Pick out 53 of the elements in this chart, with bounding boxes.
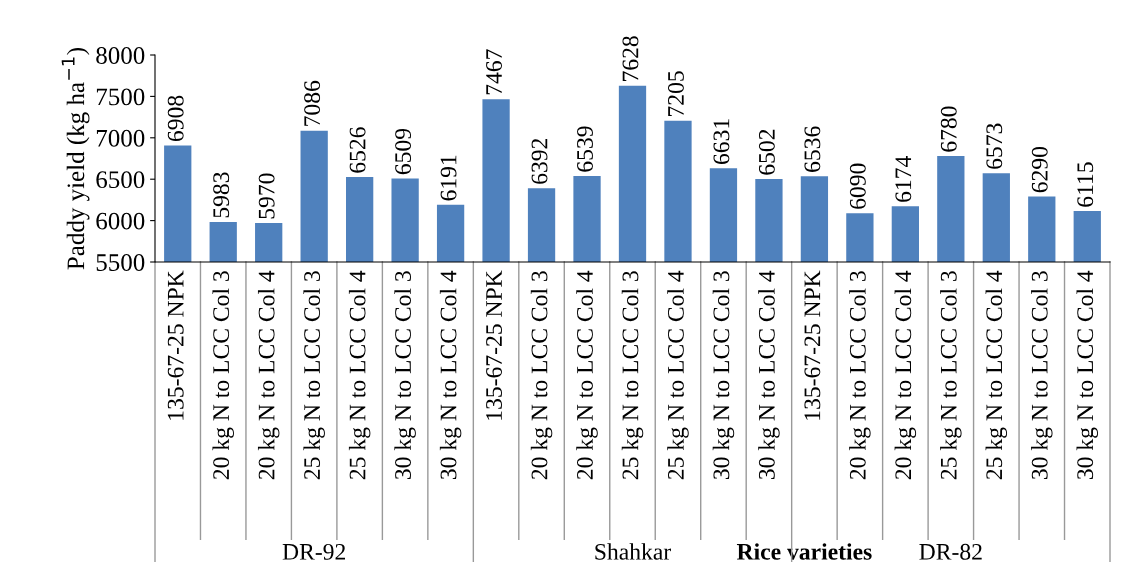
- x-tick-label: 20 kg N to LCC Col 3: [530, 271, 553, 480]
- data-label: 6780: [940, 106, 957, 152]
- data-label: 6573: [986, 123, 1003, 169]
- data-label: 6502: [758, 129, 775, 175]
- x-tick-label: 20 kg N to LCC Col 3: [849, 271, 871, 480]
- data-label: 5983: [213, 172, 230, 218]
- data-label: 6115: [1077, 162, 1094, 207]
- text: DR-82: [919, 543, 982, 560]
- x-tick-label: 30 kg N to LCC Col 4: [439, 270, 462, 480]
- data-label: 6090: [849, 163, 866, 209]
- y-tick-label: 6500: [96, 171, 145, 189]
- data-label: 6392: [531, 138, 548, 184]
- data-label: 7628: [622, 36, 639, 81]
- data-label: 5970: [258, 173, 275, 219]
- data-label: 6908: [167, 95, 184, 142]
- y-tick-label: 8000: [96, 47, 145, 64]
- x-tick-label: 25 kg N to LCC Col 3: [303, 271, 325, 480]
- x-tick-label: 30 kg N to LCC Col 3: [712, 271, 735, 480]
- data-label: 6509: [395, 128, 412, 175]
- x-tick-label: 20 kg N to LCC Col 4: [894, 270, 917, 480]
- y-tick-label: 7500: [96, 88, 145, 106]
- x-tick-label: 135-67-25 NPK: [804, 270, 821, 420]
- data-label: 6290: [1031, 146, 1048, 193]
- data-label: 7205: [667, 71, 684, 116]
- x-tick-label: 25 kg N to LCC Col 3: [940, 271, 962, 480]
- y-tick-label: 5500: [96, 254, 145, 271]
- x-tick-label: 25 kg N to LCC Col 4: [348, 270, 371, 480]
- data-label: 6631: [713, 119, 730, 165]
- x-tick-label: 30 kg N to LCC Col 4: [758, 270, 780, 480]
- data-label: 6526: [349, 127, 366, 173]
- x-tick-label: 30 kg N to LCC Col 4: [1076, 270, 1098, 480]
- y-tick-label: 7000: [96, 129, 145, 147]
- data-label: 6174: [895, 156, 912, 202]
- x-tick-label: 30 kg N to LCC Col 3: [394, 271, 416, 480]
- x-tick-label: 25 kg N to LCC Col 4: [667, 270, 689, 480]
- data-label: 6191: [440, 155, 457, 201]
- data-label: 7086: [304, 80, 321, 126]
- text: DR-92: [282, 543, 345, 560]
- x-tick-label: 25 kg N to LCC Col 4: [985, 270, 1008, 480]
- x-tick-label: 25 kg N to LCC Col 3: [621, 271, 644, 480]
- x-tick-label: 30 kg N to LCC Col 3: [1031, 271, 1053, 480]
- x-axis-title: Rice varieties: [736, 543, 872, 560]
- x-tick-label: 135-67-25 NPK: [167, 270, 184, 420]
- data-label: 6539: [577, 126, 593, 172]
- x-tick-label: 135-67-25 NPK: [486, 270, 502, 420]
- x-tick-label: 20 kg N to LCC Col 4: [576, 270, 598, 480]
- y-axis-title: Paddy yield (kg ha$^{−1}$): [61, 48, 90, 270]
- x-tick-label: 20 kg N to LCC Col 4: [257, 270, 280, 480]
- data-label: 6536: [804, 126, 821, 172]
- text: Shahkar: [595, 543, 671, 560]
- data-label: 7467: [486, 49, 502, 95]
- x-tick-label: 20 kg N to LCC Col 3: [212, 271, 234, 480]
- y-tick-label: 6000: [96, 212, 145, 230]
